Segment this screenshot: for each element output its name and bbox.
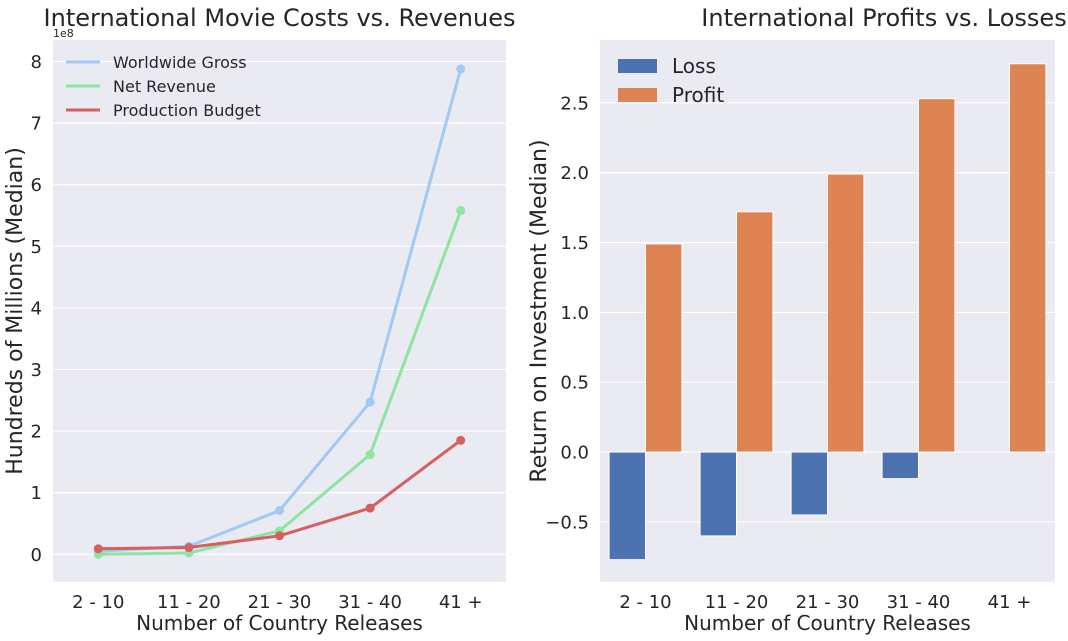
left-x-tick-label: 31 - 40	[338, 592, 402, 613]
point-production-budget	[275, 531, 284, 541]
legend-swatch-loss	[618, 59, 657, 73]
right-x-tick-label: 41 +	[988, 592, 1032, 613]
point-worldwide-gross	[456, 64, 466, 74]
right-x-tick-label: 21 - 30	[796, 592, 860, 613]
costs-vs-revenues-chart: 0 1 2 3 4 5 6 7 8 2 - 10 11 - 20 21 - 30 31 - 40 41 …	[3, 4, 515, 635]
right-x-tick-label: 31 - 40	[887, 592, 951, 613]
left-series-lines	[93, 64, 466, 559]
point-production-budget	[365, 503, 375, 513]
right-y-axis-label: Return on Investment (Median)	[527, 139, 552, 482]
left-y-tick-label: 3	[31, 360, 42, 381]
right-x-tick-label: 11 - 20	[705, 592, 769, 613]
left-y-tick-label: 8	[31, 52, 42, 73]
point-net-revenue	[365, 450, 375, 460]
left-plot-area	[53, 40, 506, 582]
left-y-tick-label: 7	[31, 114, 42, 135]
bar-profit	[827, 173, 865, 453]
left-x-tick-label: 41 +	[439, 592, 483, 613]
left-y-offset-label: 1e8	[53, 27, 74, 40]
left-y-tick-label: 0	[31, 545, 42, 566]
legend-label-net-revenue: Net Revenue	[113, 77, 216, 96]
left-x-tick-labels: 2 - 10 11 - 20 21 - 30 31 - 40 41 +	[72, 592, 482, 613]
legend-label-profit: Profit	[672, 83, 724, 107]
right-y-tick-label: −0.5	[545, 512, 589, 533]
bar-loss	[608, 451, 646, 561]
right-x-tick-labels: 2 - 10 11 - 20 21 - 30 31 - 40 41 +	[619, 592, 1031, 613]
right-x-tick-label: 2 - 10	[619, 592, 671, 613]
left-y-tick-label: 4	[31, 298, 42, 319]
right-legend: Loss Profit	[618, 54, 724, 107]
left-y-tick-label: 5	[31, 237, 42, 258]
right-x-axis-label: Number of Country Releases	[684, 611, 971, 635]
point-production-budget	[93, 544, 103, 554]
right-y-tick-label: 0.5	[560, 373, 589, 394]
right-y-tick-label: 0.0	[560, 443, 589, 464]
right-y-tick-labels: −0.5 0.0 0.5 1.0 1.5 2.0 2.5	[545, 93, 589, 533]
bar-profit	[645, 243, 683, 453]
right-bars	[608, 63, 1047, 561]
left-x-axis-label: Number of Country Releases	[136, 611, 423, 635]
left-y-tick-label: 1	[31, 483, 42, 504]
right-y-tick-label: 2.0	[560, 163, 589, 184]
right-y-tick-label: 1.5	[560, 233, 589, 254]
bar-loss	[790, 451, 828, 516]
legend-swatch-profit	[618, 88, 657, 102]
left-x-tick-label: 11 - 20	[157, 592, 221, 613]
left-y-tick-labels: 0 1 2 3 4 5 6 7 8	[31, 52, 42, 566]
legend-label-worldwide-gross: Worldwide Gross	[113, 53, 247, 72]
left-y-axis-label: Hundreds of Millions (Median)	[3, 147, 28, 475]
right-chart-title: International Profits vs. Losses	[701, 4, 1066, 32]
point-production-budget	[456, 435, 466, 445]
left-y-tick-label: 2	[31, 422, 42, 443]
bar-loss	[699, 451, 737, 537]
right-y-tick-label: 2.5	[560, 93, 589, 114]
left-y-tick-label: 6	[31, 175, 42, 196]
legend-label-loss: Loss	[672, 54, 716, 78]
left-gridlines	[53, 61, 506, 555]
left-x-tick-label: 21 - 30	[248, 592, 312, 613]
bar-profit	[918, 98, 956, 453]
bar-loss	[881, 451, 919, 480]
left-legend: Worldwide Gross Net Revenue Production Bud…	[66, 53, 261, 120]
legend-label-production-budget: Production Budget	[113, 101, 261, 120]
point-net-revenue	[456, 206, 466, 216]
right-y-tick-label: 1.0	[560, 303, 589, 324]
bar-profit	[1009, 63, 1047, 453]
point-worldwide-gross	[365, 397, 375, 407]
point-worldwide-gross	[275, 506, 284, 516]
point-production-budget	[184, 543, 194, 553]
profits-vs-losses-chart: −0.5 0.0 0.5 1.0 1.5 2.0 2.5 2 - 10 11 - 20 21 -…	[527, 4, 1067, 635]
bar-profit	[736, 211, 774, 453]
left-chart-title: International Movie Costs vs. Revenues	[44, 4, 516, 32]
left-x-tick-label: 2 - 10	[72, 592, 124, 613]
